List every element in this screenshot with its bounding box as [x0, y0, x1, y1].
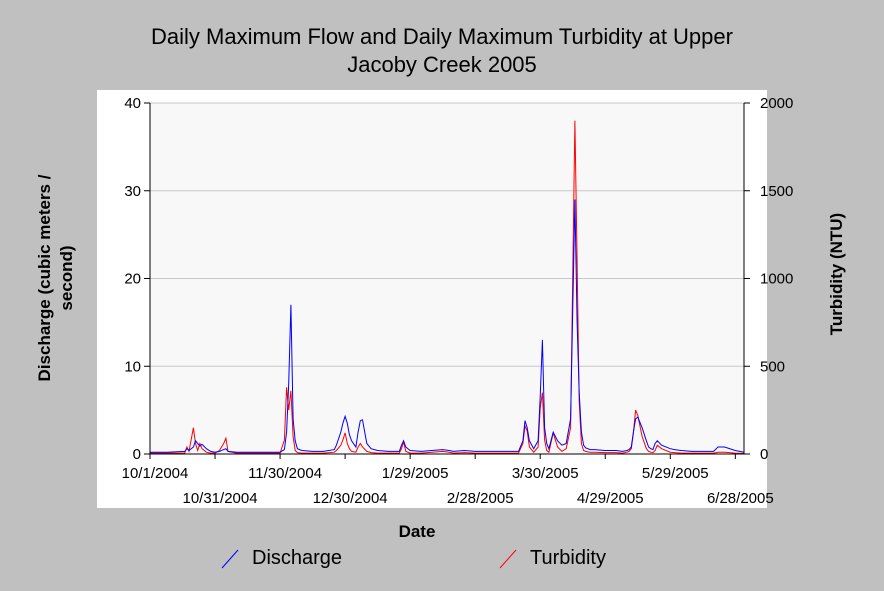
- x-tick-label: 3/30/2005: [512, 465, 579, 482]
- x-tick-label: 5/29/2005: [642, 465, 709, 482]
- x-tick-label: 12/30/2004: [313, 490, 388, 507]
- right-tick-label: 1500: [760, 183, 793, 200]
- legend-discharge-label: Discharge: [252, 547, 342, 569]
- chart-title-line2: Jacoby Creek 2005: [347, 52, 537, 77]
- left-tick-label: 30: [124, 183, 141, 200]
- left-tick-label: 0: [133, 446, 141, 463]
- x-tick-label: 6/28/2005: [707, 490, 774, 507]
- legend-discharge-swatch: [222, 550, 238, 568]
- left-tick-label: 40: [124, 95, 141, 112]
- chart-title-line1: Daily Maximum Flow and Daily Maximum Tur…: [151, 24, 733, 49]
- x-tick-label: 4/29/2005: [577, 490, 644, 507]
- legend-turbidity-label: Turbidity: [530, 547, 606, 569]
- x-tick-label: 11/30/2004: [248, 465, 322, 482]
- left-axis-title-line2: second): [57, 245, 76, 310]
- x-tick-label: 10/31/2004: [182, 490, 257, 507]
- legend: Discharge Turbidity: [222, 547, 606, 569]
- x-tick-label: 2/28/2005: [447, 490, 514, 507]
- legend-turbidity-swatch: [500, 550, 516, 568]
- left-tick-label: 20: [124, 271, 141, 288]
- right-axis-title: Turbidity (NTU): [827, 213, 846, 335]
- right-tick-label: 2000: [760, 95, 793, 112]
- right-tick-label: 0: [760, 446, 768, 463]
- x-tick-label: 1/29/2005: [382, 465, 449, 482]
- right-tick-label: 500: [760, 358, 785, 375]
- x-axis-title: Date: [399, 522, 436, 541]
- x-tick-label: 10/1/2004: [122, 465, 189, 482]
- right-tick-label: 1000: [760, 271, 793, 288]
- left-axis-title-line1: Discharge (cubic meters /: [35, 174, 54, 381]
- left-tick-label: 10: [124, 358, 141, 375]
